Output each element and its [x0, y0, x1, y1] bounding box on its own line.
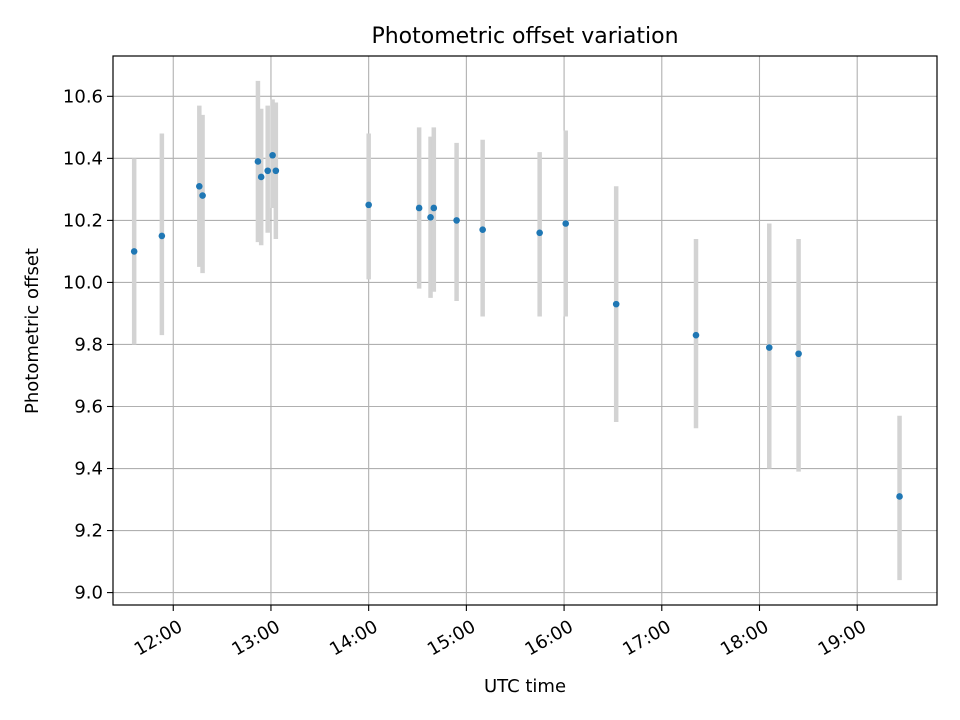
grid-lines [113, 56, 937, 605]
data-point [264, 167, 272, 175]
y-tick-label: 9.4 [74, 459, 103, 480]
x-tick-label: 13:00 [228, 616, 283, 660]
y-tick-label: 9.0 [74, 583, 103, 604]
data-point [562, 220, 570, 227]
data-point [272, 167, 280, 175]
data-point [365, 201, 372, 209]
data-point [254, 158, 262, 165]
x-tick-label: 14:00 [326, 616, 381, 660]
data-point [479, 226, 486, 233]
x-tick-label: 12:00 [131, 616, 186, 660]
y-tick-label: 9.6 [74, 396, 103, 417]
data-point [430, 204, 438, 212]
x-axis-label: UTC time [484, 676, 566, 697]
x-axis-ticks: 12:00 13:00 14:00 15:00 16:00 17:00 18:00 19:00 [131, 605, 870, 660]
data-point [427, 213, 434, 221]
data-point [453, 217, 460, 224]
y-tick-label: 10.4 [63, 148, 103, 169]
data-point [896, 493, 903, 500]
data-point [196, 182, 203, 190]
x-tick-label: 19:00 [815, 616, 870, 660]
error-bars [131, 80, 902, 581]
plot-area-frame [112, 55, 938, 606]
data-point [415, 204, 423, 212]
data-point [130, 248, 138, 255]
y-tick-label: 10.0 [63, 272, 103, 293]
data-points [130, 151, 903, 500]
data-point [199, 192, 206, 199]
x-tick-label: 15:00 [424, 616, 479, 660]
data-point [257, 173, 265, 181]
y-tick-label: 10.2 [63, 210, 103, 231]
y-tick-label: 10.6 [63, 86, 103, 107]
data-point [765, 344, 773, 351]
data-point [692, 331, 700, 339]
data-point [612, 300, 620, 308]
y-tick-label: 9.8 [74, 334, 103, 355]
y-axis-label: Photometric offset [22, 248, 43, 414]
chart-title: Photometric offset variation [371, 24, 678, 49]
y-axis-ticks: 9.0 9.2 9.4 9.6 9.8 10.0 10.2 10.4 10.6 [63, 86, 113, 604]
data-point [269, 151, 276, 159]
x-tick-label: 16:00 [522, 616, 577, 660]
data-point [158, 232, 166, 240]
x-tick-label: 17:00 [619, 616, 674, 660]
y-tick-label: 9.2 [74, 521, 103, 542]
data-point [536, 229, 543, 237]
x-tick-label: 18:00 [717, 616, 772, 660]
data-point [795, 350, 802, 358]
